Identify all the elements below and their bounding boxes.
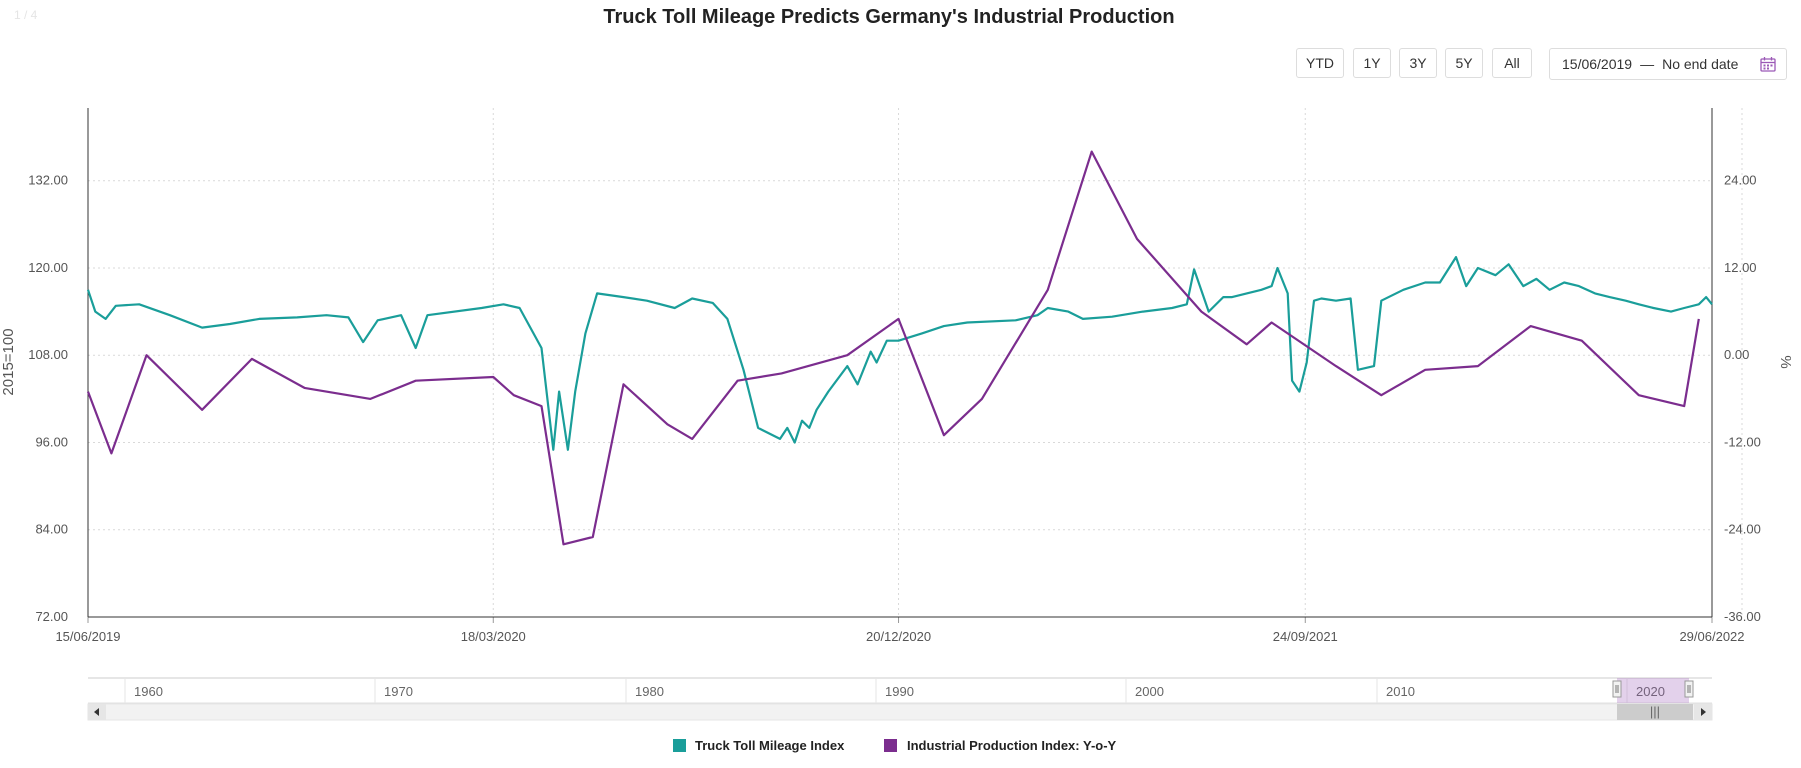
- series-points-industrial-production: [87, 151, 1700, 546]
- navigator-selection[interactable]: [1617, 678, 1689, 703]
- scrollbar-grip-icon: |||: [1650, 704, 1660, 719]
- navigator-handle-left[interactable]: [1612, 680, 1622, 698]
- x-tick-label: 15/06/2019: [55, 629, 120, 644]
- y-left-axis-title: 2015=100: [0, 328, 17, 395]
- series-line-truck-toll: [86, 256, 1713, 451]
- y-left-tick-label: 120.00: [28, 260, 68, 275]
- x-tick-label: 24/09/2021: [1273, 629, 1338, 644]
- legend-label: Industrial Production Index: Y-o-Y: [907, 738, 1117, 753]
- series-line-industrial-production: [86, 150, 1700, 546]
- navigator-year-label: 1970: [384, 684, 413, 699]
- y-right-axis-title: %: [1777, 355, 1794, 368]
- y-left-tick-label: 96.00: [35, 434, 68, 449]
- y-left-tick-label: 72.00: [35, 609, 68, 624]
- y-right-tick-label: 0.00: [1724, 347, 1749, 362]
- navigator-year-label: 2010: [1386, 684, 1415, 699]
- range-button-all[interactable]: All: [1492, 48, 1532, 78]
- range-button-1y[interactable]: 1Y: [1353, 48, 1391, 78]
- legend-item-industrial-production[interactable]: Industrial Production Index: Y-o-Y: [884, 738, 1117, 753]
- calendar-icon[interactable]: [1760, 56, 1776, 72]
- date-range-input[interactable]: 15/06/2019 — No end date: [1549, 48, 1787, 80]
- range-button-3y[interactable]: 3Y: [1399, 48, 1437, 78]
- scrollbar-track[interactable]: [87, 703, 1713, 721]
- page-indicator: 1 / 4: [14, 8, 38, 22]
- legend-label: Truck Toll Mileage Index: [695, 738, 845, 753]
- navigator-year-label: 2000: [1135, 684, 1164, 699]
- chart-title: Truck Toll Mileage Predicts Germany's In…: [603, 6, 1174, 28]
- date-separator: —: [1640, 56, 1655, 72]
- x-tick-label: 20/12/2020: [866, 629, 931, 644]
- legend-swatch-purple: [884, 739, 897, 752]
- legend-swatch-teal: [673, 739, 686, 752]
- navigator-handle-right[interactable]: [1684, 680, 1694, 698]
- chevron-right-icon[interactable]: [1701, 708, 1706, 716]
- navigator-year-label: 1980: [635, 684, 664, 699]
- scroll-left-button[interactable]: [88, 704, 106, 720]
- series-points-truck-toll: [87, 256, 1713, 451]
- y-right-tick-label: -12.00: [1724, 434, 1761, 449]
- navigator-year-label: 2020: [1636, 684, 1665, 699]
- y-left-tick-label: 108.00: [28, 347, 68, 362]
- range-button-ytd[interactable]: YTD: [1296, 48, 1344, 78]
- y-right-tick-label: 24.00: [1724, 173, 1757, 188]
- x-tick-label: 18/03/2020: [461, 629, 526, 644]
- scrollbar-thumb[interactable]: [1617, 704, 1693, 720]
- y-left-tick-label: 132.00: [28, 173, 68, 188]
- navigator-year-label: 1960: [134, 684, 163, 699]
- x-tick-label: 29/06/2022: [1679, 629, 1744, 644]
- y-right-tick-label: -36.00: [1724, 609, 1761, 624]
- date-to[interactable]: No end date: [1662, 56, 1739, 72]
- legend-item-truck-toll[interactable]: Truck Toll Mileage Index: [673, 738, 845, 753]
- y-right-tick-label: 12.00: [1724, 260, 1757, 275]
- y-left-tick-label: 84.00: [35, 522, 68, 537]
- handle-box[interactable]: [1684, 680, 1694, 698]
- handle-box[interactable]: [1612, 680, 1622, 698]
- navigator-year-label: 1990: [885, 684, 914, 699]
- chevron-left-icon[interactable]: [94, 708, 99, 716]
- range-button-5y[interactable]: 5Y: [1445, 48, 1483, 78]
- date-from[interactable]: 15/06/2019: [1562, 56, 1633, 72]
- scroll-right-button[interactable]: [1694, 704, 1712, 720]
